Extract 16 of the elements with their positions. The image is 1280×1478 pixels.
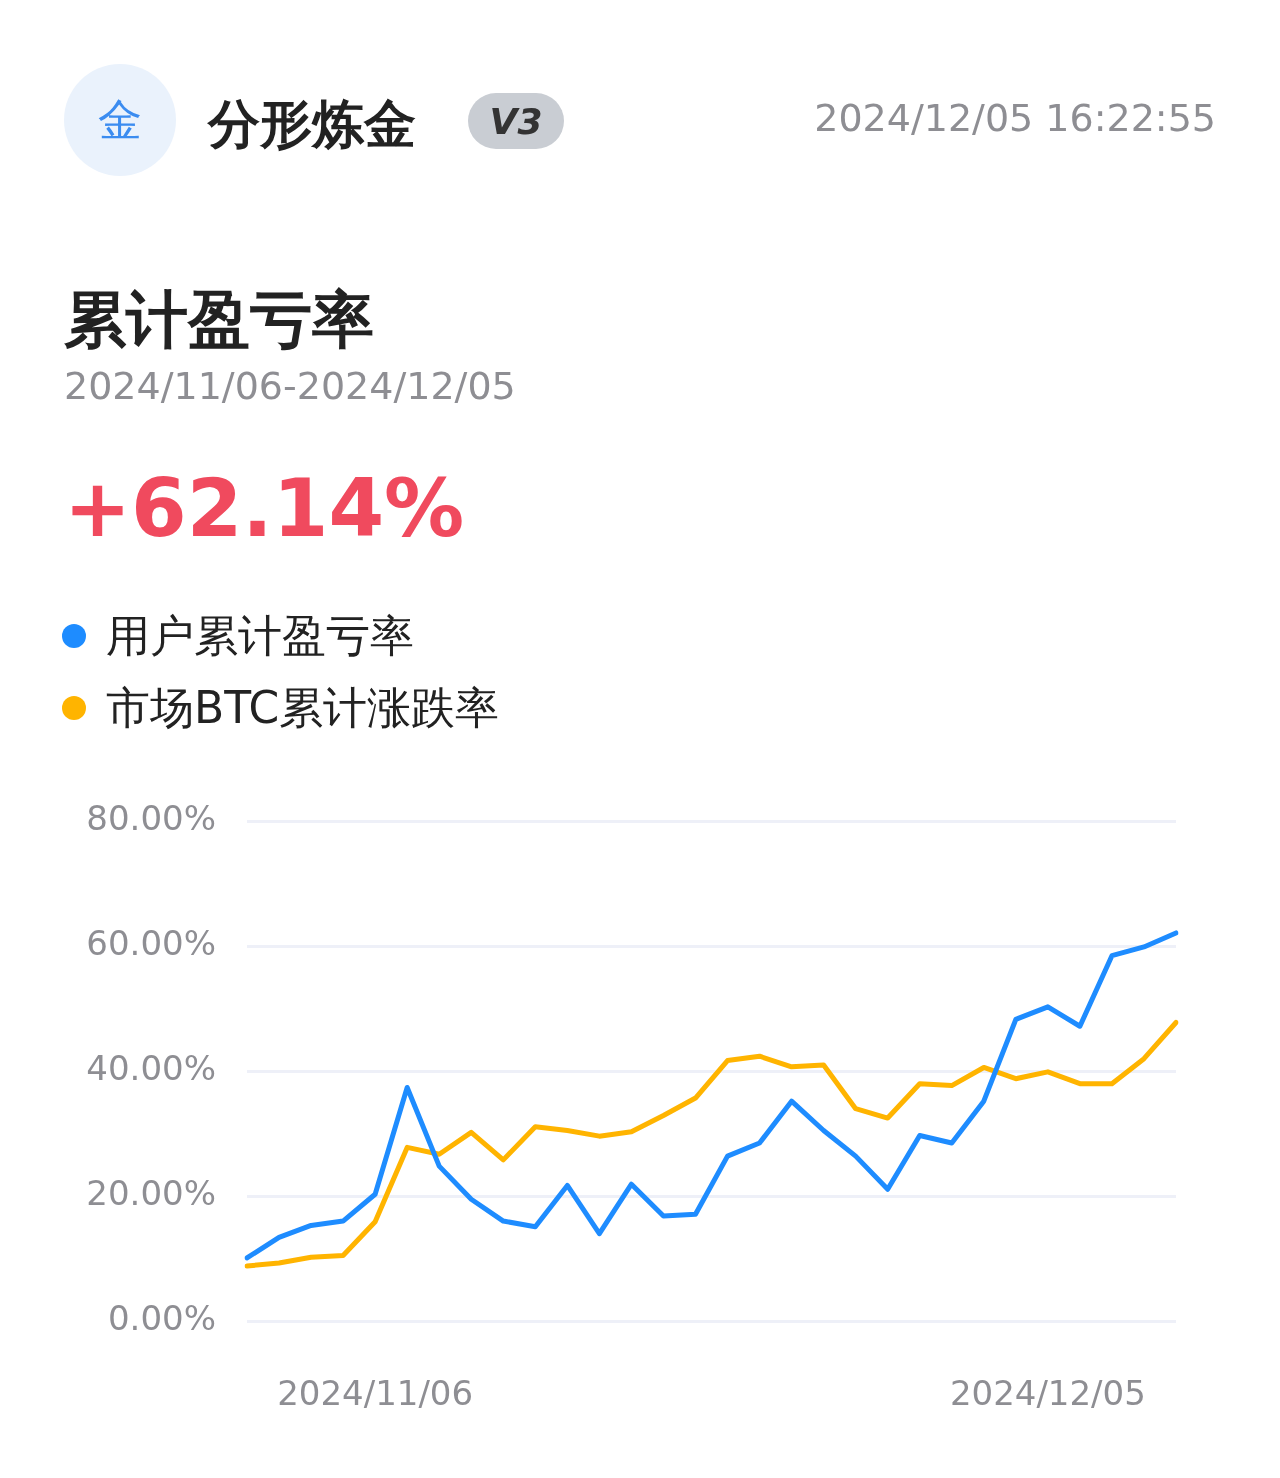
text: 分形炼金	[208, 93, 416, 156]
y-tick-label: 20.00%	[86, 1172, 216, 1213]
text: 2024/12/05 16:22:55	[814, 96, 1216, 140]
x-tick-label: 2024/12/05	[949, 1373, 1146, 1414]
x-tick-label: 2024/11/06	[277, 1373, 474, 1414]
y-tick-label: 80.00%	[86, 798, 216, 839]
legend-label: 市场BTC累计涨跌率	[106, 680, 500, 735]
chart-title: 累计盈亏率	[64, 282, 374, 358]
chart-subtitle: 2024/11/06-2024/12/05	[64, 364, 516, 408]
text: +62.14%	[64, 462, 465, 555]
y-tick-label: 0.00%	[107, 1297, 216, 1338]
y-tick-label: 60.00%	[86, 923, 216, 964]
legend-label: 用户累计盈亏率	[106, 608, 414, 663]
text: V3	[468, 93, 564, 149]
text: 金	[64, 64, 176, 176]
y-tick-label: 40.00%	[86, 1048, 216, 1089]
